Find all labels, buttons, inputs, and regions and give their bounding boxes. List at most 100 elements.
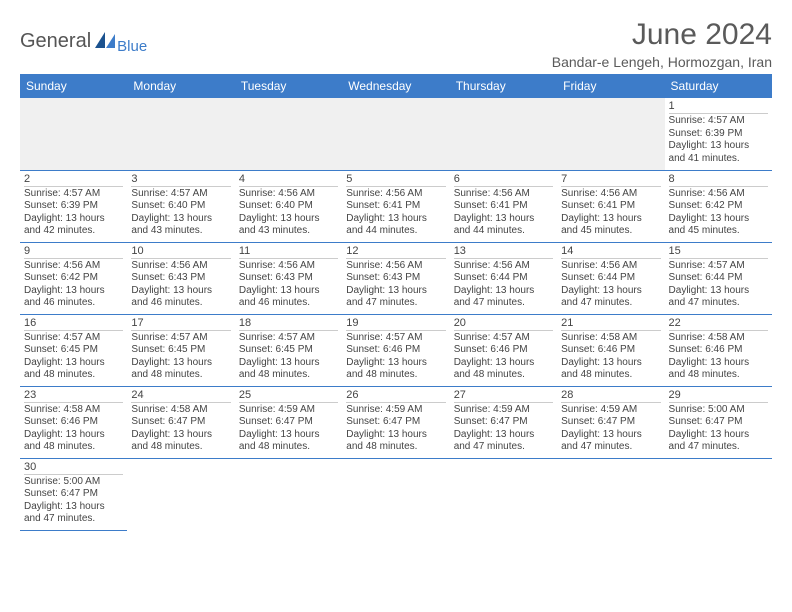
- weekday-header: Tuesday: [235, 74, 342, 98]
- day-number: 9: [24, 245, 123, 259]
- day-number: 10: [131, 245, 230, 259]
- empty-cell: [665, 458, 772, 530]
- calendar-table: SundayMondayTuesdayWednesdayThursdayFrid…: [20, 74, 772, 531]
- day-info: Sunrise: 4:56 AMSunset: 6:40 PMDaylight:…: [239, 188, 338, 238]
- day-number: 21: [561, 317, 660, 331]
- day-info: Sunrise: 4:57 AMSunset: 6:46 PMDaylight:…: [346, 332, 445, 382]
- empty-cell: [342, 458, 449, 530]
- day-number: 29: [669, 389, 768, 403]
- day-number: 7: [561, 173, 660, 187]
- day-cell: 21Sunrise: 4:58 AMSunset: 6:46 PMDayligh…: [557, 314, 664, 386]
- day-info: Sunrise: 4:56 AMSunset: 6:44 PMDaylight:…: [454, 260, 553, 310]
- day-cell: 10Sunrise: 4:56 AMSunset: 6:43 PMDayligh…: [127, 242, 234, 314]
- day-cell: 27Sunrise: 4:59 AMSunset: 6:47 PMDayligh…: [450, 386, 557, 458]
- location: Bandar-e Lengeh, Hormozgan, Iran: [552, 54, 772, 70]
- day-cell: 22Sunrise: 4:58 AMSunset: 6:46 PMDayligh…: [665, 314, 772, 386]
- empty-cell: [127, 458, 234, 530]
- day-number: 4: [239, 173, 338, 187]
- day-info: Sunrise: 4:57 AMSunset: 6:44 PMDaylight:…: [669, 260, 768, 310]
- day-number: 13: [454, 245, 553, 259]
- day-info: Sunrise: 4:56 AMSunset: 6:44 PMDaylight:…: [561, 260, 660, 310]
- day-cell: 26Sunrise: 4:59 AMSunset: 6:47 PMDayligh…: [342, 386, 449, 458]
- day-info: Sunrise: 4:56 AMSunset: 6:42 PMDaylight:…: [24, 260, 123, 310]
- day-info: Sunrise: 4:56 AMSunset: 6:41 PMDaylight:…: [561, 188, 660, 238]
- logo-text: General: [20, 30, 91, 53]
- weekday-header-row: SundayMondayTuesdayWednesdayThursdayFrid…: [20, 74, 772, 98]
- header: General Blue June 2024 Bandar-e Lengeh, …: [20, 18, 772, 70]
- day-info: Sunrise: 4:57 AMSunset: 6:39 PMDaylight:…: [24, 188, 123, 238]
- weekday-header: Saturday: [665, 74, 772, 98]
- day-number: 28: [561, 389, 660, 403]
- day-cell: 1Sunrise: 4:57 AMSunset: 6:39 PMDaylight…: [665, 98, 772, 170]
- weekday-header: Wednesday: [342, 74, 449, 98]
- day-number: 11: [239, 245, 338, 259]
- day-cell: 30Sunrise: 5:00 AMSunset: 6:47 PMDayligh…: [20, 458, 127, 530]
- day-number: 8: [669, 173, 768, 187]
- empty-cell: [20, 98, 127, 170]
- day-info: Sunrise: 4:56 AMSunset: 6:42 PMDaylight:…: [669, 188, 768, 238]
- day-number: 19: [346, 317, 445, 331]
- calendar-row: 2Sunrise: 4:57 AMSunset: 6:39 PMDaylight…: [20, 170, 772, 242]
- day-cell: 18Sunrise: 4:57 AMSunset: 6:45 PMDayligh…: [235, 314, 342, 386]
- day-info: Sunrise: 5:00 AMSunset: 6:47 PMDaylight:…: [24, 476, 123, 526]
- logo: General Blue: [20, 18, 147, 55]
- day-cell: 28Sunrise: 4:59 AMSunset: 6:47 PMDayligh…: [557, 386, 664, 458]
- day-cell: 20Sunrise: 4:57 AMSunset: 6:46 PMDayligh…: [450, 314, 557, 386]
- empty-cell: [235, 98, 342, 170]
- day-cell: 13Sunrise: 4:56 AMSunset: 6:44 PMDayligh…: [450, 242, 557, 314]
- empty-cell: [557, 98, 664, 170]
- day-number: 26: [346, 389, 445, 403]
- day-info: Sunrise: 4:56 AMSunset: 6:43 PMDaylight:…: [239, 260, 338, 310]
- day-number: 18: [239, 317, 338, 331]
- calendar-body: 1Sunrise: 4:57 AMSunset: 6:39 PMDaylight…: [20, 98, 772, 530]
- day-info: Sunrise: 4:59 AMSunset: 6:47 PMDaylight:…: [346, 404, 445, 454]
- day-number: 15: [669, 245, 768, 259]
- day-cell: 17Sunrise: 4:57 AMSunset: 6:45 PMDayligh…: [127, 314, 234, 386]
- day-cell: 25Sunrise: 4:59 AMSunset: 6:47 PMDayligh…: [235, 386, 342, 458]
- day-info: Sunrise: 4:57 AMSunset: 6:45 PMDaylight:…: [131, 332, 230, 382]
- day-cell: 23Sunrise: 4:58 AMSunset: 6:46 PMDayligh…: [20, 386, 127, 458]
- logo-sail-icon: [95, 32, 117, 55]
- day-number: 27: [454, 389, 553, 403]
- day-info: Sunrise: 5:00 AMSunset: 6:47 PMDaylight:…: [669, 404, 768, 454]
- day-number: 5: [346, 173, 445, 187]
- day-info: Sunrise: 4:59 AMSunset: 6:47 PMDaylight:…: [561, 404, 660, 454]
- day-number: 3: [131, 173, 230, 187]
- day-cell: 5Sunrise: 4:56 AMSunset: 6:41 PMDaylight…: [342, 170, 449, 242]
- calendar-row: 30Sunrise: 5:00 AMSunset: 6:47 PMDayligh…: [20, 458, 772, 530]
- day-info: Sunrise: 4:57 AMSunset: 6:45 PMDaylight:…: [239, 332, 338, 382]
- empty-cell: [450, 458, 557, 530]
- day-number: 12: [346, 245, 445, 259]
- empty-cell: [235, 458, 342, 530]
- day-cell: 15Sunrise: 4:57 AMSunset: 6:44 PMDayligh…: [665, 242, 772, 314]
- day-number: 1: [669, 100, 768, 114]
- day-info: Sunrise: 4:58 AMSunset: 6:46 PMDaylight:…: [669, 332, 768, 382]
- day-cell: 9Sunrise: 4:56 AMSunset: 6:42 PMDaylight…: [20, 242, 127, 314]
- day-info: Sunrise: 4:58 AMSunset: 6:46 PMDaylight:…: [24, 404, 123, 454]
- day-cell: 2Sunrise: 4:57 AMSunset: 6:39 PMDaylight…: [20, 170, 127, 242]
- logo-blue: Blue: [117, 38, 147, 55]
- day-info: Sunrise: 4:58 AMSunset: 6:46 PMDaylight:…: [561, 332, 660, 382]
- day-cell: 8Sunrise: 4:56 AMSunset: 6:42 PMDaylight…: [665, 170, 772, 242]
- weekday-header: Sunday: [20, 74, 127, 98]
- day-info: Sunrise: 4:57 AMSunset: 6:39 PMDaylight:…: [669, 115, 768, 165]
- weekday-header: Friday: [557, 74, 664, 98]
- day-number: 22: [669, 317, 768, 331]
- calendar-row: 23Sunrise: 4:58 AMSunset: 6:46 PMDayligh…: [20, 386, 772, 458]
- day-info: Sunrise: 4:58 AMSunset: 6:47 PMDaylight:…: [131, 404, 230, 454]
- calendar-row: 16 Sunrise: 4:57 AMSunset: 6:45 PMDayligh…: [20, 314, 772, 386]
- day-number: 25: [239, 389, 338, 403]
- title-block: June 2024 Bandar-e Lengeh, Hormozgan, Ir…: [552, 18, 772, 70]
- day-number: 30: [24, 461, 123, 475]
- day-info: Sunrise: 4:56 AMSunset: 6:41 PMDaylight:…: [454, 188, 553, 238]
- empty-cell: [450, 98, 557, 170]
- day-info: Sunrise: 4:56 AMSunset: 6:43 PMDaylight:…: [346, 260, 445, 310]
- day-number: 16: [24, 317, 123, 331]
- month-title: June 2024: [552, 18, 772, 52]
- day-info: Sunrise: 4:56 AMSunset: 6:43 PMDaylight:…: [131, 260, 230, 310]
- day-info: Sunrise: 4:59 AMSunset: 6:47 PMDaylight:…: [454, 404, 553, 454]
- day-cell: 4Sunrise: 4:56 AMSunset: 6:40 PMDaylight…: [235, 170, 342, 242]
- calendar-row: 1Sunrise: 4:57 AMSunset: 6:39 PMDaylight…: [20, 98, 772, 170]
- day-info: Sunrise: 4:56 AMSunset: 6:41 PMDaylight:…: [346, 188, 445, 238]
- day-info: Sunrise: 4:57 AMSunset: 6:40 PMDaylight:…: [131, 188, 230, 238]
